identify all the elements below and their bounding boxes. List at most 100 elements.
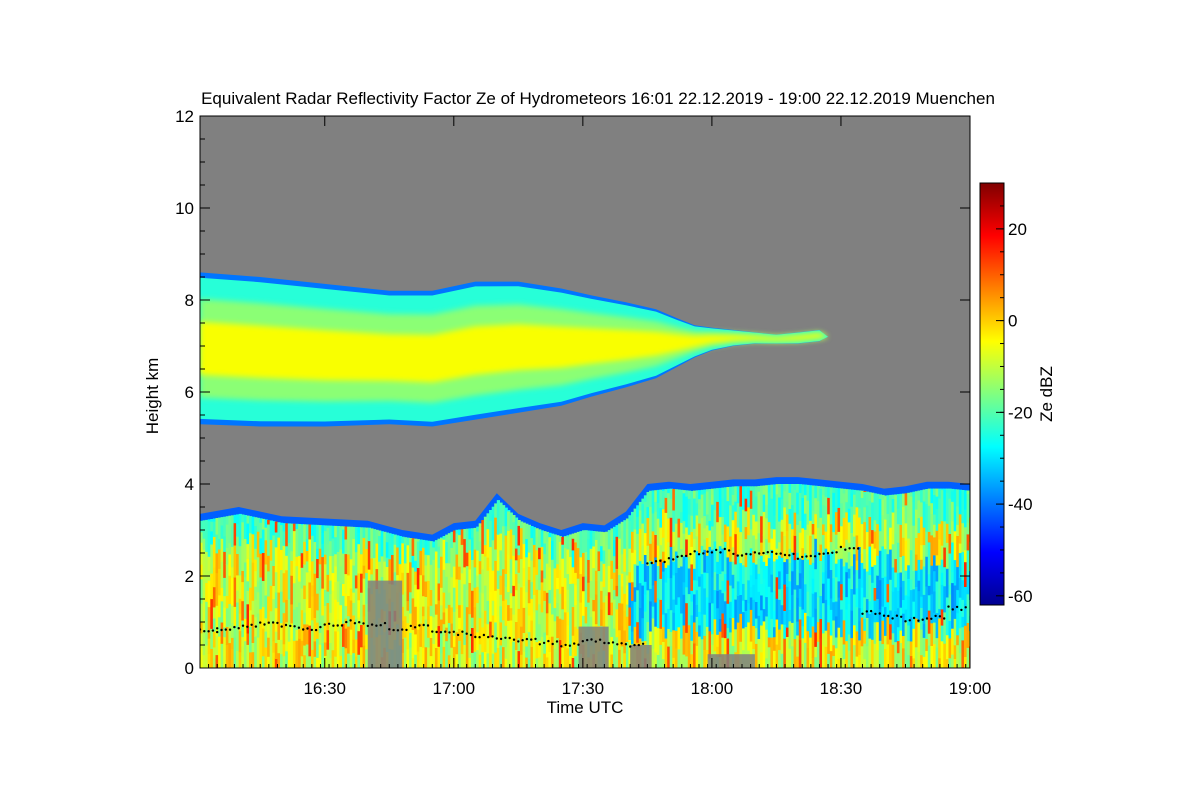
melting-dot xyxy=(263,623,266,626)
melting-dot xyxy=(302,628,305,631)
melting-dot xyxy=(839,545,843,549)
melting-dot xyxy=(908,619,911,622)
melting-dot xyxy=(203,630,206,633)
colorbar-tick-label: 20 xyxy=(1008,220,1027,239)
melting-dot xyxy=(934,614,937,618)
x-tick-label: 17:00 xyxy=(433,679,476,698)
melting-dot xyxy=(568,644,572,647)
colorbar-tick-label: 0 xyxy=(1008,312,1017,331)
melting-dot xyxy=(964,606,967,609)
melting-dot xyxy=(405,628,408,632)
melting-dot xyxy=(310,628,313,632)
melting-dot xyxy=(547,639,550,643)
melting-dot xyxy=(474,635,477,639)
x-tick-label: 16:30 xyxy=(303,679,346,698)
melting-dot xyxy=(796,557,800,560)
melting-dot xyxy=(250,623,253,626)
melting-dot xyxy=(237,627,240,630)
melting-dot xyxy=(925,617,929,620)
x-axis: 16:30 17:00 17:30 18:00 18:30 19:00 xyxy=(199,116,992,698)
x-tick-label: 19:00 xyxy=(949,679,992,698)
melting-dot xyxy=(323,623,326,626)
melting-dot xyxy=(680,554,683,558)
melting-dot xyxy=(749,553,752,556)
melting-dot xyxy=(801,555,804,559)
melting-dot xyxy=(327,622,331,625)
melting-dot xyxy=(891,617,894,620)
melting-dot xyxy=(603,641,606,645)
colorbar-tick-label: -40 xyxy=(1008,495,1033,514)
y-axis: 0 2 4 6 8 10 12 xyxy=(175,107,970,678)
melting-dot xyxy=(353,622,357,625)
melting-dot xyxy=(611,641,615,644)
melting-dot xyxy=(783,553,787,557)
melting-dot xyxy=(284,623,288,627)
y-tick-label: 8 xyxy=(185,291,194,310)
melting-dot xyxy=(332,624,335,627)
melting-dot xyxy=(577,643,580,646)
melting-dot xyxy=(478,636,481,639)
melting-dot xyxy=(336,624,339,627)
melting-dot xyxy=(960,608,963,612)
melting-dot xyxy=(418,624,421,627)
y-tick-label: 4 xyxy=(185,475,194,494)
melting-dot xyxy=(560,645,563,648)
melting-dot xyxy=(392,628,395,632)
melting-dot xyxy=(633,643,636,647)
melting-dot xyxy=(775,552,778,555)
melting-dot xyxy=(293,625,296,628)
melting-dot xyxy=(370,623,374,626)
melting-dot xyxy=(951,608,954,611)
melting-dot xyxy=(431,630,434,633)
melting-dot xyxy=(629,645,632,648)
melting-dot xyxy=(396,629,400,632)
melting-dot xyxy=(887,614,890,618)
melting-dot xyxy=(882,614,886,617)
plot-data xyxy=(200,272,970,668)
melting-dot xyxy=(745,552,748,556)
melting-dot xyxy=(444,630,447,633)
melting-dot xyxy=(314,628,318,632)
melting-dot xyxy=(271,621,275,624)
melting-dot xyxy=(254,625,258,628)
melting-dot xyxy=(349,619,352,622)
melting-dot xyxy=(900,615,903,618)
melting-dot xyxy=(422,623,425,627)
melting-dot xyxy=(865,610,868,613)
melting-dot xyxy=(525,637,529,641)
melting-dot xyxy=(822,552,825,555)
melting-dot xyxy=(573,642,576,645)
melting-dot xyxy=(852,547,856,550)
melting-dot xyxy=(826,552,830,555)
melting-dot xyxy=(869,609,873,613)
melting-dot xyxy=(650,561,653,565)
melting-dot xyxy=(409,624,412,628)
melting-dot xyxy=(456,633,460,637)
melting-dot xyxy=(379,624,382,627)
melting-dot xyxy=(955,605,959,609)
melting-dot xyxy=(895,614,899,617)
melting-dot xyxy=(448,631,451,634)
melting-dot xyxy=(835,551,838,554)
melting-dot xyxy=(319,625,322,629)
melting-dot xyxy=(469,633,473,637)
upper-cloud-core xyxy=(200,321,828,383)
melting-dot xyxy=(340,624,344,627)
x-tick-label: 18:30 xyxy=(820,679,863,698)
melting-dot xyxy=(594,640,597,643)
melting-dot xyxy=(857,547,860,550)
melting-dot xyxy=(482,633,486,637)
melting-dot xyxy=(555,640,559,643)
melting-dot xyxy=(770,550,774,554)
melting-dot xyxy=(740,554,744,557)
melting-dot xyxy=(641,642,645,645)
melting-dot xyxy=(512,638,516,641)
melting-dot xyxy=(616,643,619,646)
melting-dot xyxy=(246,625,249,628)
colorbar-tick-label: -20 xyxy=(1008,403,1033,422)
chart-title: Equivalent Radar Reflectivity Factor Ze … xyxy=(201,89,995,108)
melting-dot xyxy=(736,554,739,557)
colorbar-label: Ze dBZ xyxy=(1037,366,1056,422)
melting-dot xyxy=(487,635,490,639)
